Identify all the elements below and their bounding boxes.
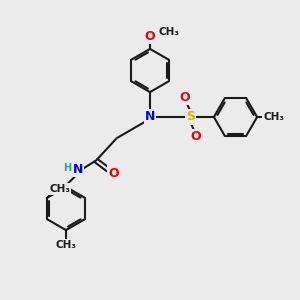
Text: O: O [145, 30, 155, 43]
Text: O: O [180, 91, 190, 104]
Text: CH₃: CH₃ [158, 27, 179, 38]
Text: CH₃: CH₃ [50, 184, 70, 194]
Text: CH₃: CH₃ [263, 112, 284, 122]
Text: N: N [73, 163, 83, 176]
Text: H: H [63, 163, 71, 173]
Text: O: O [108, 167, 119, 180]
Text: CH₃: CH₃ [56, 240, 76, 250]
Text: N: N [145, 110, 155, 124]
Text: S: S [186, 110, 195, 124]
Text: O: O [190, 130, 201, 143]
